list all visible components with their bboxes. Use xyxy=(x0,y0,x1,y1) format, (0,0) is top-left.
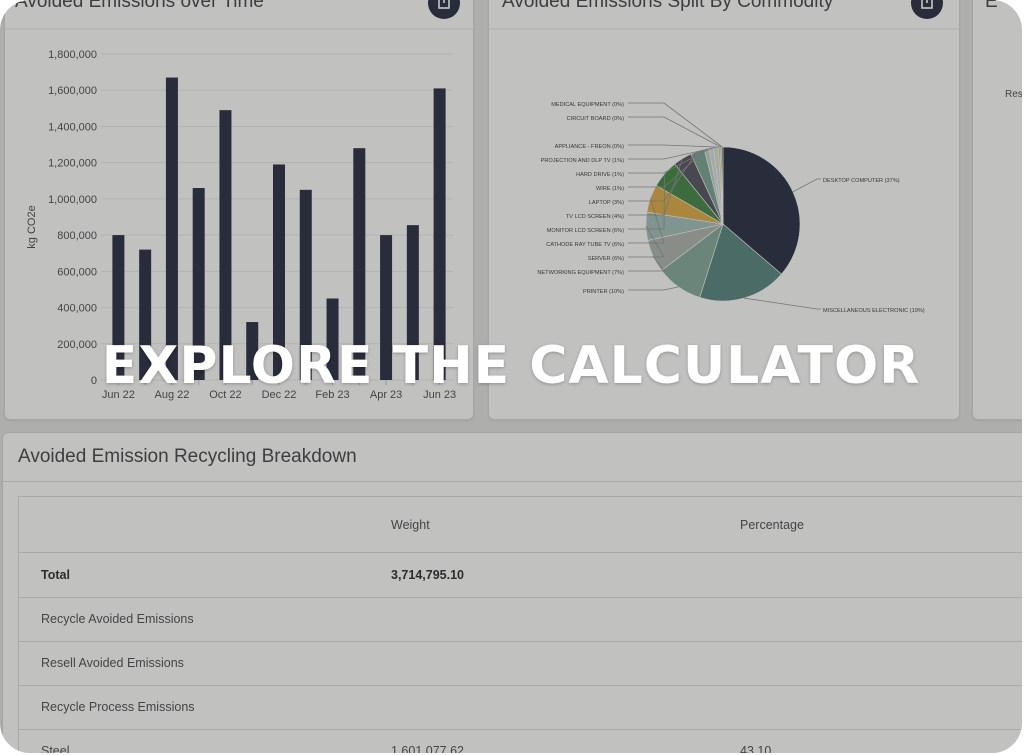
emissions-over-time-card: Avoided Emissions over Time kg CO2e 0 200… xyxy=(4,0,474,420)
leader-line xyxy=(628,102,723,148)
x-tick-label: Dec 22 xyxy=(262,389,297,401)
column-header-percentage: Percentage xyxy=(740,518,804,532)
pie-label: PROJECTION AND DLP TV (1%) xyxy=(541,158,625,164)
bar xyxy=(299,189,312,380)
third-card-title: E xyxy=(985,0,998,12)
pie-label: NETWORKING EQUIPMENT (7%) xyxy=(537,270,624,276)
bar xyxy=(112,235,125,380)
breakdown-title: Avoided Emission Recycling Breakdown xyxy=(18,446,357,467)
y-tick-label: 600,000 xyxy=(57,266,97,278)
row-divider xyxy=(19,597,1022,598)
row-label: Resell Avoided Emissions xyxy=(41,656,184,670)
y-tick-label: 1,800,000 xyxy=(48,49,97,61)
y-tick-label: 1,600,000 xyxy=(48,85,97,97)
leader-line xyxy=(628,158,683,216)
row-label: Recycle Process Emissions xyxy=(41,700,195,714)
bar xyxy=(246,322,259,380)
pie-label: CIRCUIT BOARD (0%) xyxy=(567,116,625,122)
x-tick-label: Feb 23 xyxy=(315,389,349,401)
pie-slice xyxy=(699,223,782,302)
bar xyxy=(192,188,205,380)
y-tick-label: 1,200,000 xyxy=(48,158,97,170)
row-weight: 3,714,795.10 xyxy=(391,568,464,582)
pie-label: MISCELLANEOUS ELECTRONIC (19%) xyxy=(823,308,925,314)
column-header-weight: Weight xyxy=(391,518,430,532)
bar xyxy=(326,298,339,380)
pie-label: SERVER (6%) xyxy=(588,256,624,262)
leader-line xyxy=(628,147,712,174)
bar xyxy=(433,88,446,381)
pie-label: PRINTER (10%) xyxy=(583,289,624,295)
bar xyxy=(139,249,152,380)
pie-label: CATHODE RAY TUBE TV (6%) xyxy=(546,242,624,248)
row-label: Steel xyxy=(41,744,70,753)
pie-chart: DESKTOP COMPUTER (37%) MISCELLANEOUS ELEC… xyxy=(489,28,959,314)
export-button[interactable] xyxy=(911,0,943,19)
leader-line xyxy=(744,297,821,310)
row-divider xyxy=(19,685,1022,686)
third-card: E Res xyxy=(972,0,1022,420)
commodity-split-title: Avoided Emissions Split By Commodity xyxy=(502,0,834,12)
leader-line xyxy=(628,198,665,244)
y-tick-label: 800,000 xyxy=(57,230,97,242)
third-card-label: Res xyxy=(1005,89,1022,100)
y-tick-label: 1,000,000 xyxy=(48,194,97,206)
export-button[interactable] xyxy=(428,0,460,19)
header-divider xyxy=(19,552,1022,553)
leader-line xyxy=(628,226,665,258)
export-icon xyxy=(921,0,933,9)
bar xyxy=(406,225,419,380)
leader-line xyxy=(628,173,665,230)
row-divider xyxy=(19,729,1022,730)
x-tick-label: Apr 23 xyxy=(370,389,402,401)
pie-label: WIRE (1%) xyxy=(596,186,624,192)
leader-line xyxy=(628,151,698,202)
pie-label: LAPTOP (3%) xyxy=(589,200,624,206)
x-tick-label: Jun 23 xyxy=(423,389,456,401)
bar xyxy=(353,148,366,380)
row-weight: 1,601,077.62 xyxy=(391,744,464,753)
row-divider xyxy=(19,641,1022,642)
pie-label: HARD DRIVE (1%) xyxy=(576,172,624,178)
bar xyxy=(165,77,178,381)
row-label: Recycle Avoided Emissions xyxy=(41,612,194,626)
y-tick-label: 1,400,000 xyxy=(48,121,97,133)
x-tick-label: Aug 22 xyxy=(154,389,189,401)
y-tick-label: 200,000 xyxy=(57,339,97,351)
emissions-over-time-title: Avoided Emissions over Time xyxy=(15,0,264,12)
row-percentage: 43.10 xyxy=(740,744,772,753)
y-tick-label: 400,000 xyxy=(57,303,97,315)
bar xyxy=(380,235,393,380)
breakdown-card: Avoided Emission Recycling Breakdown Wei… xyxy=(2,432,1022,753)
title-divider xyxy=(3,481,1022,482)
leader-line xyxy=(792,178,821,193)
leader-line xyxy=(628,146,716,160)
leader-line xyxy=(628,144,720,148)
bar xyxy=(219,110,232,381)
pie-label: MEDICAL EQUIPMENT (0%) xyxy=(551,102,624,108)
y-axis-label: kg CO2e xyxy=(26,205,38,248)
leader-line xyxy=(628,116,722,148)
pie-label: DESKTOP COMPUTER (37%) xyxy=(823,178,900,184)
bar-chart: kg CO2e 0 200,000 400,000 600,000 800,000 1,0… xyxy=(5,28,473,401)
leader-line xyxy=(628,148,707,188)
pie-label: TV LCD SCREEN (4%) xyxy=(566,214,624,220)
breakdown-table: Weight Percentage Total 3,714,795.10 Rec… xyxy=(18,496,1022,753)
bar xyxy=(273,164,285,380)
x-tick-label: Jun 22 xyxy=(102,389,135,401)
row-label: Total xyxy=(41,568,70,582)
export-icon xyxy=(438,0,450,9)
pie-label: APPLIANCE - FREON (0%) xyxy=(555,144,624,150)
pie-label: MONITOR LCD SCREEN (6%) xyxy=(547,228,624,234)
y-tick-label: 0 xyxy=(91,375,97,387)
commodity-split-card: Avoided Emissions Split By Commodity DES… xyxy=(488,0,960,420)
leader-line xyxy=(628,255,665,272)
explore-calculator-button[interactable]: EXPLORE THE CALCULATOR xyxy=(101,336,921,396)
leader-line xyxy=(628,286,679,291)
x-tick-label: Oct 22 xyxy=(209,389,241,401)
